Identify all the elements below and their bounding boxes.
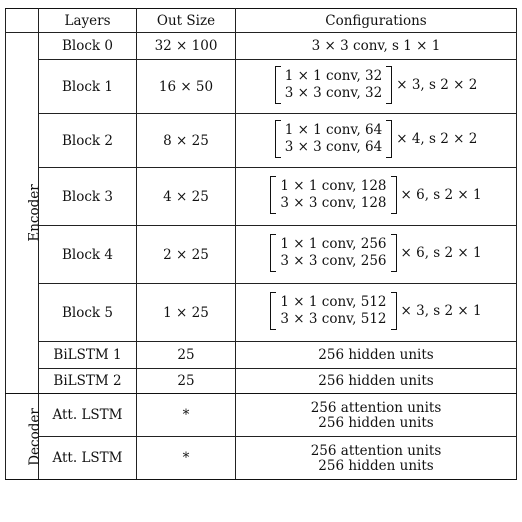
table-row: Att. LSTM * 256 attention units 256 hidd… xyxy=(6,436,517,480)
layer-cell: Block 1 xyxy=(38,59,137,114)
config-cell: 3 × 3 conv, s 1 × 1 xyxy=(235,32,517,60)
header-out-size: Out Size xyxy=(136,8,236,33)
out-size-cell: 25 xyxy=(136,368,236,394)
right-bracket xyxy=(386,119,393,158)
right-bracket xyxy=(390,291,397,330)
table-row: Block 3 4 × 25 1 × 1 conv, 128 3 × 3 con… xyxy=(6,167,517,226)
layer-cell: Att. LSTM xyxy=(38,393,137,437)
config-cell: 1 × 1 conv, 32 3 × 3 conv, 32 × 3, s 2 ×… xyxy=(235,59,517,114)
config-cell: 1 × 1 conv, 256 3 × 3 conv, 256 × 6, s 2… xyxy=(235,225,517,284)
config-line-1: 1 × 1 conv, 256 xyxy=(280,235,387,252)
config-line-1: 1 × 1 conv, 32 xyxy=(284,67,383,84)
table-row: Block 5 1 × 25 1 × 1 conv, 512 3 × 3 con… xyxy=(6,283,517,342)
config-cell: 256 attention units 256 hidden units xyxy=(235,436,517,480)
config-repeat: × 6, s 2 × 1 xyxy=(400,186,482,203)
config-repeat: × 3, s 2 × 1 xyxy=(400,302,482,319)
table-row: Block 1 16 × 50 1 × 1 conv, 32 3 × 3 con… xyxy=(6,59,517,114)
left-bracket xyxy=(270,291,277,330)
config-line-2: 3 × 3 conv, 32 xyxy=(284,84,383,101)
encoder-section-label: Encoder xyxy=(5,32,43,394)
out-size-cell: * xyxy=(136,436,236,480)
config-cell: 256 attention units 256 hidden units xyxy=(235,393,517,437)
out-size-cell: 25 xyxy=(136,341,236,369)
config-line-1: 256 attention units xyxy=(310,442,442,459)
left-bracket xyxy=(274,119,281,158)
table-row: BiLSTM 1 25 256 hidden units xyxy=(6,341,517,369)
left-bracket xyxy=(270,233,277,272)
config-line-2: 3 × 3 conv, 128 xyxy=(280,194,387,211)
layer-cell: Block 2 xyxy=(38,113,137,168)
config-line-2: 3 × 3 conv, 64 xyxy=(284,138,383,155)
config-cell: 1 × 1 conv, 128 3 × 3 conv, 128 × 6, s 2… xyxy=(235,167,517,226)
out-size-cell: 16 × 50 xyxy=(136,59,236,114)
out-size-cell: 32 × 100 xyxy=(136,32,236,60)
config-line-1: 1 × 1 conv, 128 xyxy=(280,177,387,194)
table-row: Encoder Block 0 32 × 100 3 × 3 conv, s 1… xyxy=(5,32,517,394)
layer-cell: Block 0 xyxy=(38,32,137,60)
layer-cell: BiLSTM 2 xyxy=(38,368,137,394)
left-bracket xyxy=(274,65,281,104)
out-size-cell: 4 × 25 xyxy=(136,167,236,226)
config-repeat: × 3, s 2 × 2 xyxy=(396,76,478,93)
config-line-1: 1 × 1 conv, 64 xyxy=(284,121,383,138)
table-row: Block 4 2 × 25 1 × 1 conv, 256 3 × 3 con… xyxy=(6,225,517,284)
config-line-1: 1 × 1 conv, 512 xyxy=(280,293,387,310)
decoder-section-label: Decoder xyxy=(5,393,43,480)
encoder-label: Encoder xyxy=(26,184,43,242)
layer-cell: Block 4 xyxy=(38,225,137,284)
config-cell: 1 × 1 conv, 64 3 × 3 conv, 64 × 4, s 2 ×… xyxy=(235,113,517,168)
config-cell: 1 × 1 conv, 512 3 × 3 conv, 512 × 3, s 2… xyxy=(235,283,517,342)
layer-cell: Block 5 xyxy=(38,283,137,342)
right-bracket xyxy=(386,65,393,104)
config-repeat: × 4, s 2 × 2 xyxy=(396,130,478,147)
config-cell: 256 hidden units xyxy=(235,341,517,369)
header-layers: Layers xyxy=(38,8,137,33)
config-line-1: 256 attention units xyxy=(310,399,442,416)
config-cell: 256 hidden units xyxy=(235,368,517,394)
decoder-label: Decoder xyxy=(26,407,43,466)
out-size-cell: 2 × 25 xyxy=(136,225,236,284)
layer-cell: Block 3 xyxy=(38,167,137,226)
table-row: Decoder Att. LSTM * 256 attention units … xyxy=(5,393,517,480)
config-line-2: 256 hidden units xyxy=(318,414,434,431)
config-line-2: 256 hidden units xyxy=(318,457,434,474)
config-line-2: 3 × 3 conv, 512 xyxy=(280,310,387,327)
layer-cell: Att. LSTM xyxy=(38,436,137,480)
config-repeat: × 6, s 2 × 1 xyxy=(400,244,482,261)
header-group xyxy=(5,8,39,33)
config-line-2: 3 × 3 conv, 256 xyxy=(280,252,387,269)
layer-cell: BiLSTM 1 xyxy=(38,341,137,369)
right-bracket xyxy=(390,175,397,214)
header-configurations: Configurations xyxy=(235,8,517,33)
out-size-cell: 1 × 25 xyxy=(136,283,236,342)
table-row: Block 2 8 × 25 1 × 1 conv, 64 3 × 3 conv… xyxy=(6,113,517,168)
out-size-cell: * xyxy=(136,393,236,437)
table-row: BiLSTM 2 25 256 hidden units xyxy=(6,368,517,394)
right-bracket xyxy=(390,233,397,272)
left-bracket xyxy=(270,175,277,214)
architecture-table: Layers Out Size Configurations Encoder B… xyxy=(5,8,517,480)
out-size-cell: 8 × 25 xyxy=(136,113,236,168)
header-row: Layers Out Size Configurations xyxy=(5,8,517,33)
